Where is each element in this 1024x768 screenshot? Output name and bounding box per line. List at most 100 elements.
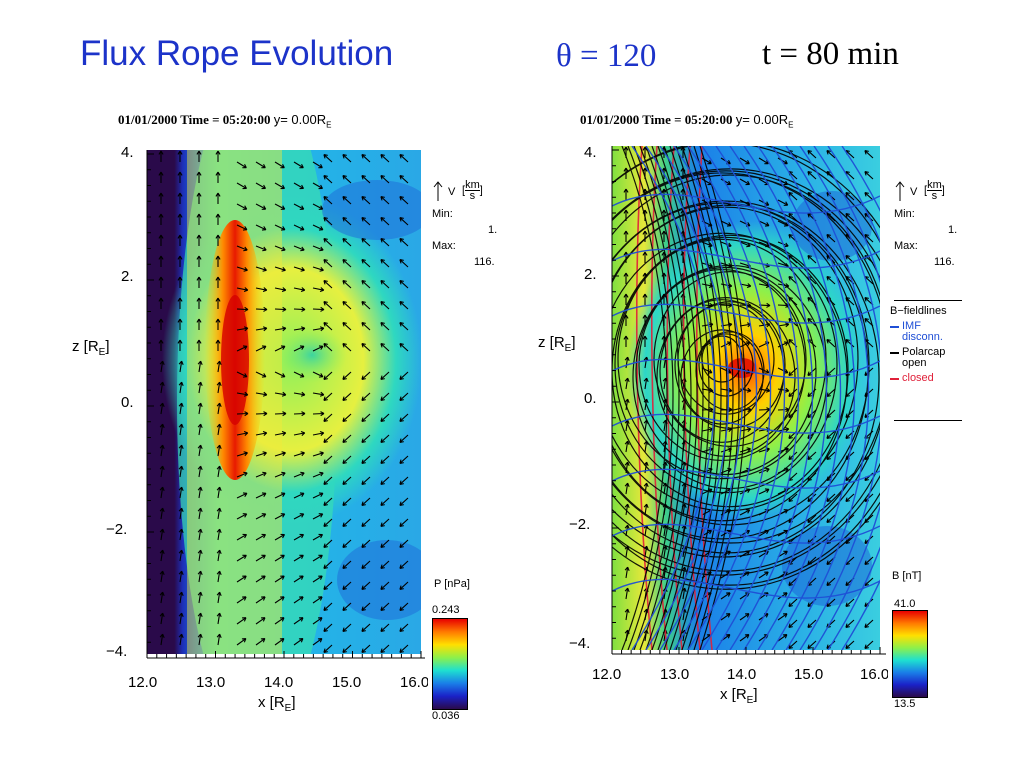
vector-arrow	[216, 423, 222, 436]
vector-arrow	[216, 528, 222, 541]
vector-arrow	[293, 575, 304, 583]
imf-fieldline	[729, 146, 814, 650]
imf-fieldline	[715, 146, 800, 650]
right-xtick: 16.0	[860, 666, 888, 683]
vector-arrow	[642, 230, 648, 242]
vector-arrow	[293, 533, 305, 541]
vector-arrow	[197, 423, 203, 436]
vector-arrow	[399, 434, 409, 443]
vector-arrow	[399, 343, 409, 352]
vector-arrow	[215, 339, 221, 351]
vector-arrow	[399, 644, 409, 653]
imf-fieldline	[827, 146, 880, 650]
vector-arrow	[845, 213, 855, 222]
vector-arrow	[758, 571, 769, 579]
vector-min-value: 1.	[948, 224, 958, 236]
vector-arrow	[399, 196, 409, 205]
imf-fieldline	[659, 146, 744, 650]
vector-arrow	[826, 234, 836, 243]
vector-arrow	[826, 276, 836, 285]
vector-arrow	[342, 392, 352, 401]
vector-arrow	[159, 528, 165, 541]
vector-arrow	[178, 591, 184, 604]
vector-arrow	[739, 613, 750, 621]
vector-arrow	[788, 388, 798, 397]
vector-arrow	[274, 430, 287, 436]
vector-arrow	[399, 581, 409, 590]
vector-arrow	[399, 322, 409, 331]
vector-arrow	[361, 539, 371, 548]
vector-arrow	[216, 591, 222, 604]
vector-max-value: 116.	[934, 256, 955, 268]
vector-arrow	[274, 617, 285, 625]
vector-arrow	[323, 644, 333, 653]
vector-arrow	[216, 486, 222, 499]
vector-arrow	[177, 234, 183, 246]
fieldline-legend-title: B−fieldlines	[890, 305, 947, 317]
vector-arrow	[159, 591, 165, 604]
left-ytick: −2.	[106, 521, 128, 538]
vector-arrow	[323, 581, 333, 590]
vector-arrow	[661, 230, 667, 242]
vector-arrow	[159, 360, 165, 373]
vector-arrow	[274, 533, 286, 541]
vector-arrow	[720, 592, 731, 600]
vector-arrow	[293, 451, 305, 457]
vector-arrow	[158, 213, 164, 225]
vector-arrow	[399, 518, 409, 527]
vector-arrow	[274, 161, 285, 169]
vector-arrow	[720, 613, 731, 621]
vector-arrow	[380, 539, 390, 548]
vector-arrow	[177, 276, 183, 288]
vector-arrow	[807, 451, 817, 460]
vector-arrow	[361, 413, 371, 422]
vector-arrow	[236, 533, 248, 541]
vector-arrow	[236, 411, 249, 417]
vector-arrow	[197, 612, 203, 625]
vector-arrow	[274, 245, 286, 252]
vector-arrow	[323, 497, 333, 506]
vector-arrow	[177, 339, 183, 351]
vector-arrow	[380, 280, 390, 289]
vector-arrow	[236, 306, 249, 312]
vector-arrow	[159, 612, 165, 625]
vector-arrow	[236, 391, 249, 397]
imf-fieldline	[631, 146, 716, 650]
imf-fieldline	[612, 578, 880, 599]
vector-arrow	[807, 150, 817, 159]
vector-arrow	[197, 381, 203, 394]
vector-arrow	[380, 476, 390, 485]
right-xtick: 15.0	[794, 666, 824, 683]
vector-arrow	[399, 455, 409, 464]
vector-arrow	[312, 430, 325, 436]
polarcap-fieldline	[653, 270, 807, 448]
vector-arrow	[159, 465, 165, 478]
vector-arrow	[845, 472, 855, 481]
left-y-axis-title: z [RE]	[72, 338, 110, 358]
vector-arrow	[323, 560, 333, 569]
vector-arrow	[312, 391, 325, 397]
vector-arrow	[864, 192, 874, 201]
vector-arrow	[236, 451, 248, 457]
vector-arrow	[720, 178, 732, 186]
vector-arrow	[215, 234, 221, 246]
vector-arrow	[361, 343, 371, 352]
vector-arrow	[312, 306, 325, 312]
vector-arrow	[342, 623, 352, 632]
vector-arrow	[178, 402, 184, 415]
imf-fieldline	[612, 358, 880, 379]
vector-arrow	[177, 171, 183, 183]
vector-arrow	[342, 238, 352, 247]
vector-arrow	[739, 283, 752, 289]
vector-arrow	[255, 471, 267, 478]
vector-arrow	[312, 575, 323, 583]
vector-arrow	[255, 638, 266, 646]
vector-arrow	[788, 619, 798, 628]
vector-arrow	[312, 245, 324, 252]
arrow-up-icon	[433, 181, 443, 201]
vector-arrow	[293, 371, 305, 378]
vector-arrow	[274, 203, 286, 210]
vector-arrow	[312, 471, 324, 478]
vector-arrow	[312, 492, 324, 499]
vector-arrow	[342, 343, 352, 352]
